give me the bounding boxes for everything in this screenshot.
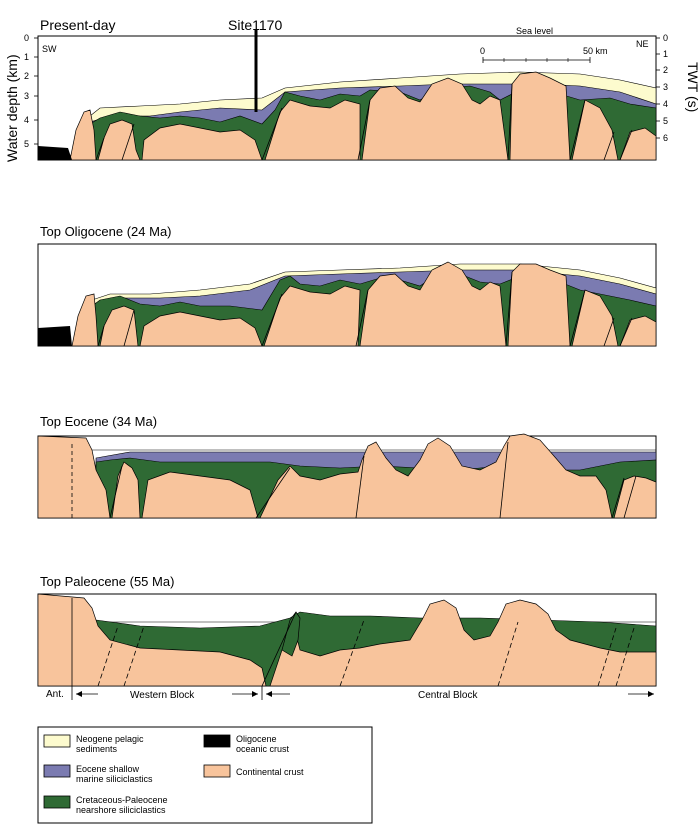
- twt-title: TWT (s): [685, 62, 698, 112]
- twt-tick-2: 2: [663, 65, 668, 75]
- legend-continental: Continental crust: [236, 767, 304, 777]
- oceanic-crust: [38, 326, 72, 346]
- site-label: Site1170: [228, 17, 282, 33]
- western-block-label: Western Block: [130, 690, 195, 701]
- panel-title-present-day: Present-day: [40, 17, 115, 33]
- legend-neogene-line2: sediments: [76, 744, 118, 754]
- twt-tick-1: 1: [663, 49, 668, 59]
- cretaceous-tilted-block: [281, 611, 301, 657]
- fault-lines: [71, 598, 635, 687]
- twt-tick-6: 6: [663, 133, 668, 143]
- twt-tick-5: 5: [663, 116, 668, 126]
- panel-top-paleocene: Top Paleocene (55 Ma) Ant. Western Block: [37, 574, 657, 701]
- ne-label: NE: [636, 39, 649, 49]
- sw-label: SW: [42, 44, 57, 54]
- scale-end: 50 km: [583, 46, 608, 56]
- panel-title-top-paleocene: Top Paleocene (55 Ma): [40, 574, 174, 589]
- central-block-label: Central Block: [418, 690, 478, 701]
- legend-swatch-eocene: [43, 764, 71, 778]
- fault-lines: [95, 83, 633, 161]
- legend-swatch-continental: [203, 764, 231, 778]
- continental-crust: [71, 261, 657, 347]
- scale-zero: 0: [480, 46, 485, 56]
- panel-title-top-oligocene: Top Oligocene (24 Ma): [40, 224, 172, 239]
- legend-eocene-line1: Eocene shallow: [76, 764, 140, 774]
- legend-swatch-neogene: [43, 734, 71, 748]
- depth-tick-4: 4: [24, 115, 29, 125]
- depth-tick-5: 5: [24, 139, 29, 149]
- panel-title-top-eocene: Top Eocene (34 Ma): [40, 414, 157, 429]
- continental-crust: [37, 593, 657, 687]
- fault-lines: [71, 441, 637, 519]
- block-labels: Ant. Western Block Central Block: [46, 686, 654, 701]
- legend-swatch-oceanic: [203, 734, 231, 748]
- legend-cretaceous-line1: Cretaceous-Paleocene: [76, 795, 168, 805]
- water-depth-title: Water depth (km): [4, 54, 20, 162]
- legend-neogene-line1: Neogene pelagic: [76, 734, 144, 744]
- twt-axis: TWT (s) 0 1 2 3 4 5 6: [656, 33, 698, 143]
- water-depth-axis: Water depth (km) 0 1 2 3 4 5: [4, 33, 38, 162]
- fault-lines: [97, 271, 633, 347]
- scale-bar: 0 50 km: [480, 46, 608, 63]
- panel-present-day: Present-day Site1170 SW NE Sea level: [4, 17, 698, 162]
- continental-crust: [37, 433, 657, 519]
- legend-eocene-line2: marine siliciclastics: [76, 774, 153, 784]
- oceanic-crust: [38, 146, 72, 160]
- sea-level-label: Sea level: [516, 26, 553, 36]
- legend: Neogene pelagic sediments Oligocene ocea…: [37, 726, 373, 824]
- legend-cretaceous-line2: nearshore siliciclastics: [76, 805, 166, 815]
- legend-swatch-cretaceous: [43, 795, 71, 809]
- ant-label: Ant.: [46, 689, 64, 700]
- panel-top-oligocene: Top Oligocene (24 Ma): [37, 224, 657, 347]
- depth-tick-0: 0: [24, 33, 29, 43]
- depth-tick-3: 3: [24, 91, 29, 101]
- twt-tick-4: 4: [663, 99, 668, 109]
- panel-top-eocene: Top Eocene (34 Ma): [37, 414, 657, 519]
- depth-tick-2: 2: [24, 71, 29, 81]
- continental-crust: [69, 71, 657, 161]
- twt-tick-0: 0: [663, 33, 668, 43]
- twt-tick-3: 3: [663, 82, 668, 92]
- legend-oligocene-line2: oceanic crust: [236, 744, 290, 754]
- legend-oligocene-line1: Oligocene: [236, 734, 277, 744]
- depth-tick-1: 1: [24, 52, 29, 62]
